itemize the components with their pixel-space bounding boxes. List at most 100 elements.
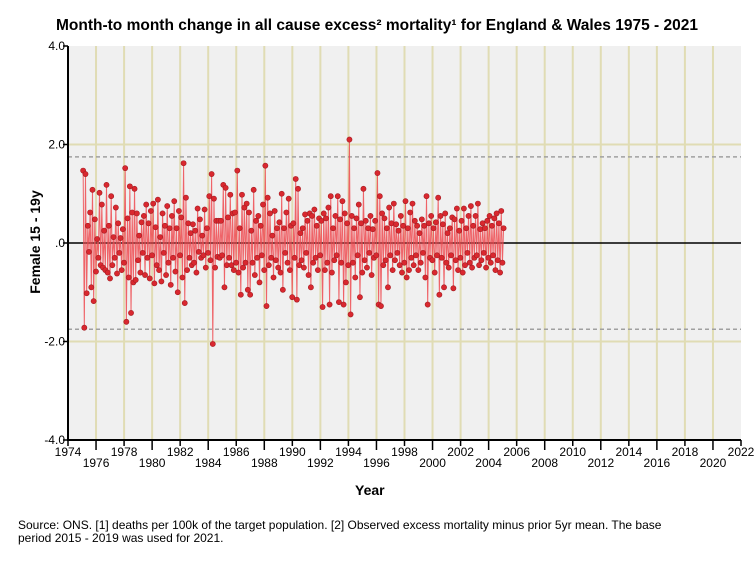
data-point	[230, 267, 237, 273]
data-point	[206, 193, 213, 200]
data-point	[379, 210, 386, 217]
data-point	[414, 222, 421, 229]
data-point	[83, 290, 90, 297]
data-point	[111, 254, 118, 261]
footnote-line-1: Source: ONS. [1] deaths per 100k of the …	[18, 518, 662, 532]
data-point	[319, 304, 326, 310]
data-point	[366, 249, 373, 256]
data-point	[140, 213, 147, 219]
data-point	[438, 254, 445, 261]
data-point	[309, 213, 315, 219]
y-tick-label: -2.0	[44, 335, 65, 349]
data-point	[490, 252, 496, 259]
data-point	[150, 200, 157, 207]
data-point	[135, 257, 141, 264]
data-point	[364, 264, 370, 271]
data-point	[96, 189, 103, 196]
data-point	[201, 206, 208, 213]
data-point	[124, 215, 131, 222]
data-point	[334, 193, 341, 200]
data-point	[265, 262, 272, 269]
x-tick-label: 2006	[503, 445, 530, 459]
data-point	[290, 220, 297, 227]
data-point	[284, 259, 291, 266]
data-point	[133, 210, 140, 217]
data-point	[439, 221, 446, 228]
data-point	[383, 225, 390, 232]
data-point	[307, 284, 314, 291]
data-point	[225, 214, 231, 221]
data-point	[81, 324, 88, 331]
data-point	[388, 220, 395, 227]
data-point	[283, 209, 290, 216]
data-point	[158, 278, 165, 285]
data-point	[310, 259, 317, 266]
data-point	[411, 217, 418, 224]
data-point	[84, 222, 91, 229]
data-point	[260, 201, 266, 208]
data-point	[428, 213, 435, 219]
data-point	[103, 181, 110, 188]
data-point	[276, 219, 283, 226]
data-point	[378, 303, 384, 309]
data-point	[339, 198, 346, 205]
y-tick-label: .0	[55, 236, 65, 250]
data-point	[482, 225, 488, 232]
data-point	[394, 249, 401, 256]
data-point	[415, 267, 422, 273]
data-point	[87, 209, 94, 216]
data-point	[326, 301, 333, 308]
data-point	[104, 269, 111, 276]
data-point	[452, 257, 459, 264]
data-point	[423, 193, 430, 200]
data-point	[473, 252, 480, 259]
data-point	[272, 257, 279, 264]
data-point	[105, 222, 112, 229]
data-point	[401, 259, 408, 266]
x-tick-label: 2022	[728, 445, 754, 459]
data-point	[324, 259, 331, 266]
data-point	[145, 220, 152, 227]
data-point	[94, 236, 101, 242]
y-tick-label: 2.0	[48, 138, 65, 152]
data-point	[258, 252, 265, 259]
data-point	[160, 249, 167, 256]
data-point	[142, 272, 148, 278]
data-point	[250, 186, 257, 193]
data-point	[497, 269, 503, 276]
data-point	[117, 235, 124, 241]
data-point	[110, 234, 117, 240]
data-point	[194, 205, 201, 212]
data-point	[318, 217, 325, 224]
data-point	[417, 259, 424, 266]
data-point	[402, 198, 409, 205]
data-point	[340, 301, 347, 308]
data-point	[191, 259, 197, 266]
data-point	[165, 259, 172, 266]
data-point	[149, 252, 155, 259]
data-point	[122, 165, 129, 172]
x-tick-label: 1994	[335, 445, 362, 459]
data-point	[279, 286, 286, 293]
data-point	[173, 225, 180, 232]
data-point	[209, 341, 216, 347]
data-point	[373, 252, 380, 259]
data-point	[248, 227, 255, 234]
data-point	[197, 216, 203, 223]
x-tick-label: 2016	[644, 456, 671, 470]
y-tick-label: -4.0	[44, 433, 65, 447]
data-point	[320, 210, 327, 217]
data-point	[360, 185, 367, 192]
data-point	[354, 252, 361, 259]
data-point	[343, 279, 349, 286]
data-point	[409, 200, 416, 207]
data-point	[176, 208, 182, 214]
data-point	[368, 272, 375, 278]
data-point	[496, 220, 502, 227]
data-point	[331, 257, 338, 264]
data-point	[107, 275, 113, 282]
x-tick-label: 2004	[475, 456, 502, 470]
y-axis-label: Female 15 - 19y	[27, 190, 43, 294]
data-point	[178, 214, 185, 221]
data-point	[156, 267, 162, 273]
